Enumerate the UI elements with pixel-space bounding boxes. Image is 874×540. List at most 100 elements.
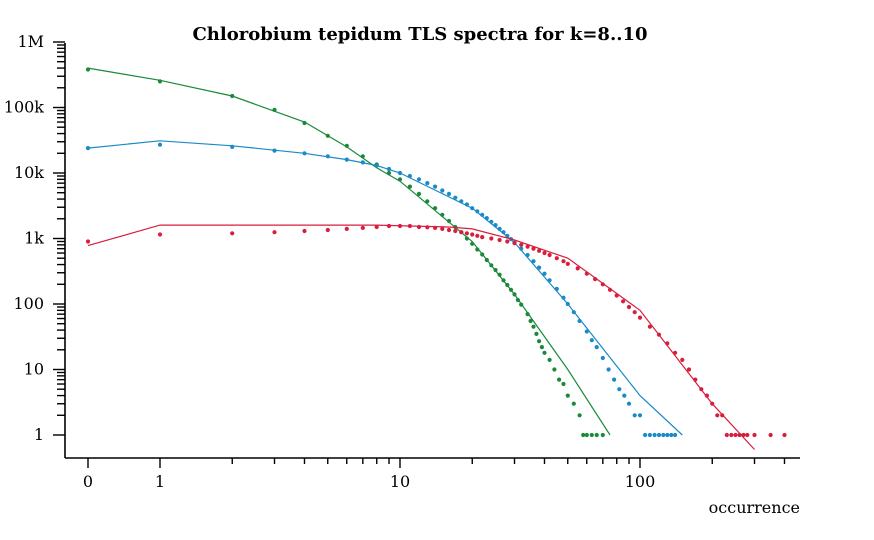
data-point bbox=[501, 278, 506, 283]
data-point bbox=[157, 79, 163, 84]
data-point bbox=[561, 381, 566, 387]
data-point bbox=[230, 93, 235, 99]
data-point bbox=[512, 241, 517, 246]
data-point bbox=[686, 367, 692, 372]
data-point bbox=[557, 377, 562, 382]
data-point bbox=[669, 432, 674, 438]
data-point bbox=[647, 432, 653, 438]
data-point bbox=[230, 144, 235, 149]
data-point bbox=[325, 133, 330, 138]
data-point bbox=[407, 223, 412, 229]
data-point bbox=[665, 432, 670, 438]
data-point bbox=[85, 146, 91, 151]
data-point bbox=[519, 246, 524, 251]
data-point bbox=[621, 299, 626, 304]
data-point bbox=[484, 257, 489, 263]
data-point bbox=[230, 231, 235, 236]
data-point bbox=[693, 377, 698, 382]
x-tick-label: 100 bbox=[625, 472, 656, 491]
data-point bbox=[768, 432, 773, 438]
y-tick-label: 10 bbox=[24, 360, 44, 379]
data-point bbox=[519, 242, 524, 247]
data-point bbox=[397, 223, 403, 229]
data-point bbox=[453, 195, 458, 200]
data-point bbox=[470, 241, 475, 246]
y-tick-label: 1 bbox=[34, 425, 44, 444]
data-point bbox=[525, 244, 530, 249]
data-point bbox=[525, 312, 530, 317]
data-point bbox=[600, 432, 605, 438]
data-point bbox=[360, 160, 365, 165]
chart-title: Chlorobium tepidum TLS spectra for k=8..… bbox=[192, 24, 647, 45]
data-point bbox=[470, 232, 475, 237]
data-point bbox=[614, 293, 619, 298]
data-point bbox=[724, 432, 729, 438]
data-point bbox=[577, 413, 582, 418]
data-point bbox=[699, 387, 704, 392]
x-tick-label: 0 bbox=[83, 472, 93, 491]
data-point bbox=[539, 345, 545, 350]
data-point bbox=[665, 341, 670, 346]
data-point bbox=[600, 355, 605, 361]
data-point bbox=[433, 184, 438, 189]
data-point bbox=[542, 250, 547, 256]
series-layer bbox=[85, 67, 787, 450]
data-point bbox=[459, 199, 464, 204]
data-point bbox=[464, 236, 469, 241]
data-point bbox=[272, 148, 277, 153]
data-point bbox=[782, 432, 787, 438]
data-point bbox=[302, 120, 307, 126]
data-point bbox=[577, 318, 582, 324]
series-2 bbox=[85, 223, 787, 450]
data-point bbox=[626, 304, 632, 310]
x-axis-title: occurrence bbox=[709, 498, 800, 517]
x-tick-label: 10 bbox=[390, 472, 410, 491]
data-point bbox=[534, 331, 539, 336]
data-point bbox=[589, 432, 594, 438]
data-point bbox=[565, 393, 570, 398]
data-point bbox=[386, 223, 392, 229]
data-point bbox=[661, 432, 666, 438]
data-point bbox=[407, 184, 412, 189]
series-fit-line bbox=[87, 67, 611, 436]
data-point bbox=[647, 324, 653, 329]
data-point bbox=[407, 173, 412, 179]
data-point bbox=[552, 367, 557, 372]
data-point bbox=[606, 367, 611, 372]
data-point bbox=[531, 259, 536, 264]
data-point bbox=[397, 170, 403, 176]
data-point bbox=[547, 357, 552, 362]
data-point bbox=[575, 266, 580, 271]
data-point bbox=[440, 188, 445, 193]
data-point bbox=[547, 278, 552, 283]
data-point bbox=[710, 401, 715, 406]
data-point bbox=[374, 163, 379, 168]
data-point bbox=[493, 223, 498, 228]
data-point bbox=[643, 432, 648, 438]
data-point bbox=[607, 287, 613, 292]
data-point bbox=[425, 225, 430, 230]
data-point bbox=[440, 226, 445, 231]
data-point bbox=[489, 236, 494, 241]
data-point bbox=[584, 329, 589, 334]
data-point bbox=[512, 292, 517, 297]
data-point bbox=[386, 170, 392, 176]
data-point bbox=[360, 225, 365, 230]
data-point bbox=[475, 209, 480, 214]
data-point bbox=[325, 227, 330, 233]
data-point bbox=[581, 432, 586, 438]
data-point bbox=[531, 246, 536, 251]
data-point bbox=[497, 237, 502, 243]
data-point bbox=[480, 235, 485, 240]
data-point bbox=[344, 226, 349, 231]
data-point bbox=[537, 265, 542, 270]
data-point bbox=[704, 393, 710, 398]
x-tick-label: 1 bbox=[155, 472, 165, 491]
data-point bbox=[484, 216, 489, 221]
data-point bbox=[745, 432, 750, 438]
data-point bbox=[561, 259, 566, 264]
data-point bbox=[637, 315, 643, 320]
data-point bbox=[733, 432, 738, 438]
data-point bbox=[632, 310, 637, 315]
